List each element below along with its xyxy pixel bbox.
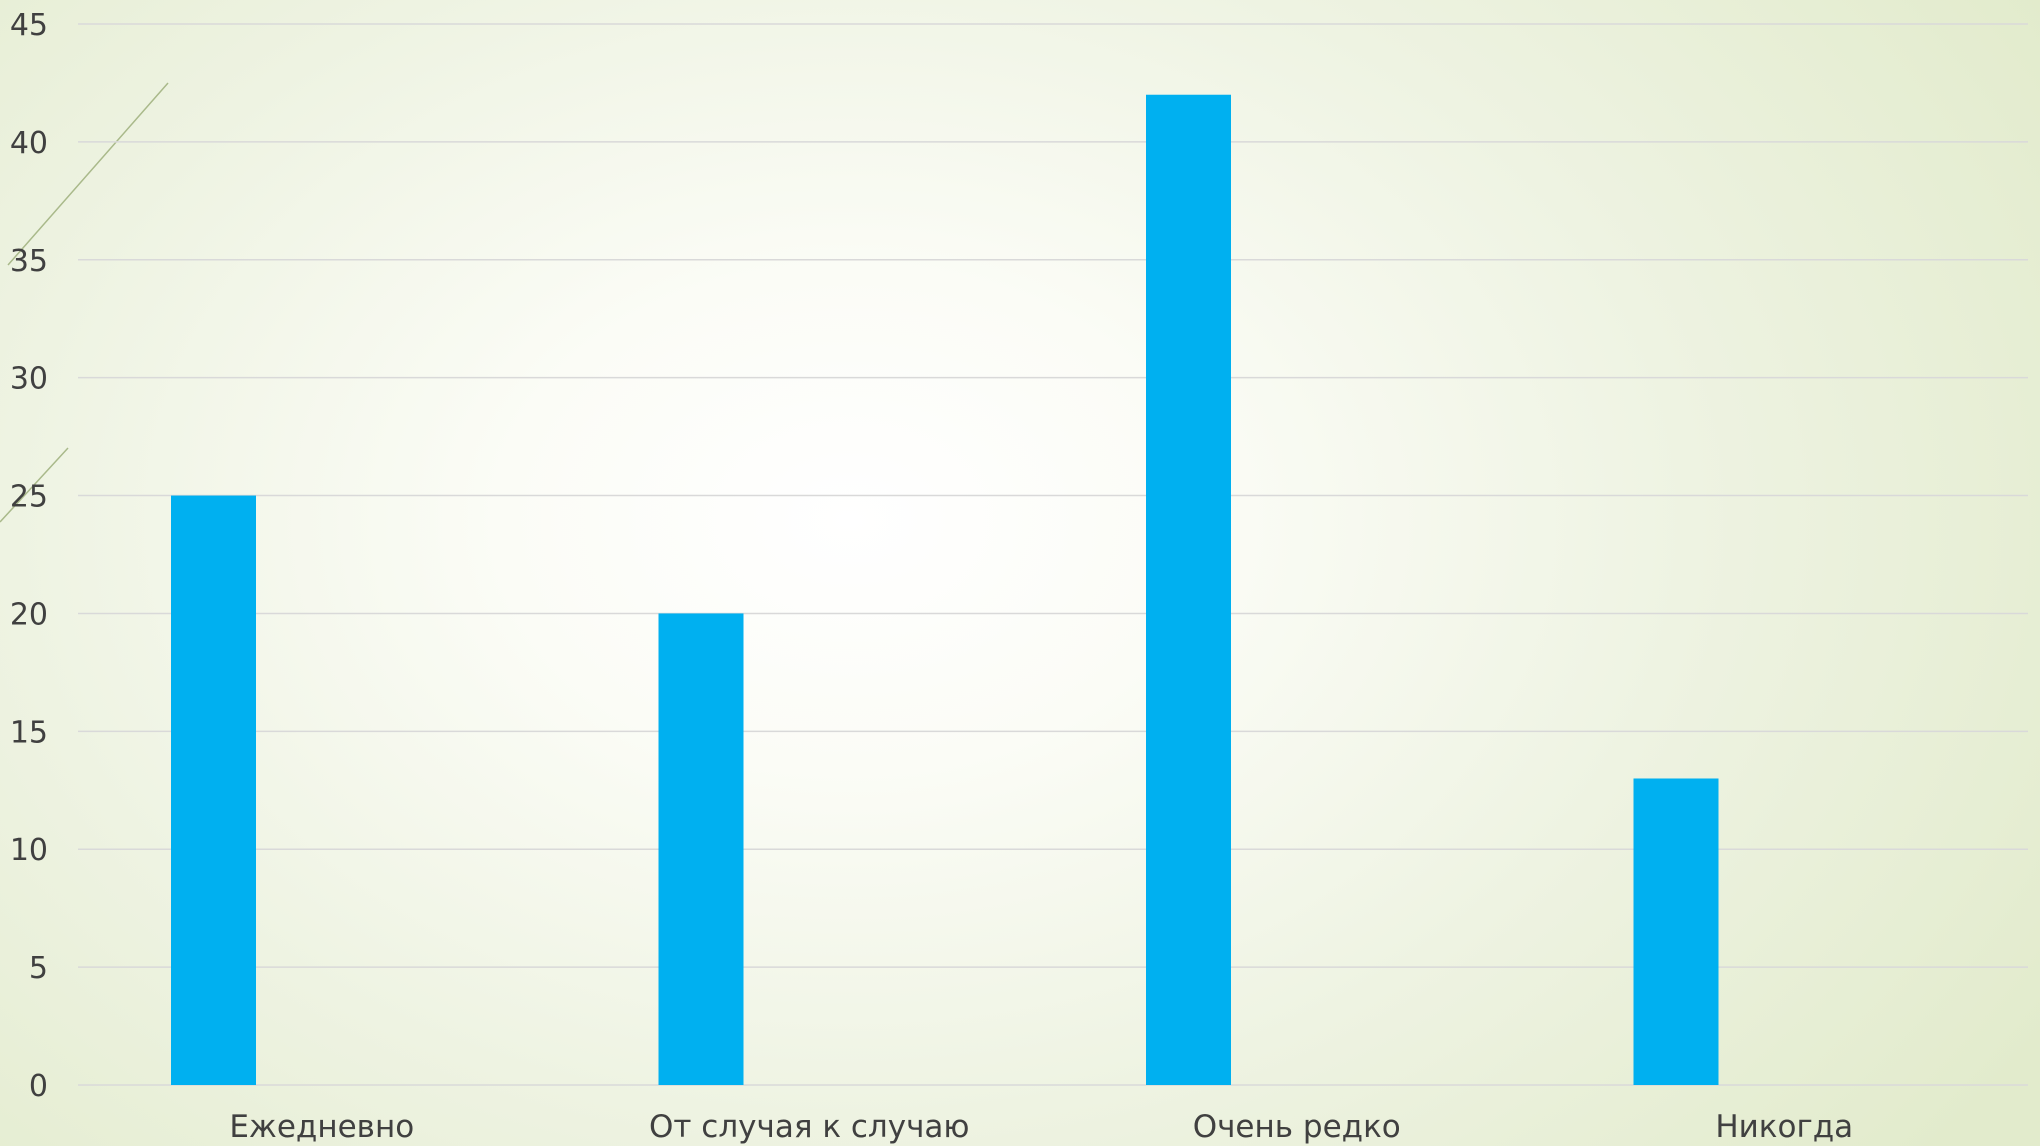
bar — [1633, 778, 1719, 1085]
y-tick-label: 25 — [10, 480, 48, 515]
y-tick-label: 20 — [10, 597, 48, 632]
decor-line — [0, 447, 69, 523]
decorative-lines — [0, 82, 169, 523]
x-category-label: От случая к случаю — [649, 1109, 970, 1145]
y-tick-label: 5 — [29, 951, 48, 986]
decor-line — [7, 82, 169, 266]
y-axis-tick-labels: 0 5 10 15 20 25 30 35 40 45 — [10, 8, 48, 1104]
x-category-label: Ежедневно — [229, 1109, 414, 1145]
y-tick-label: 10 — [10, 833, 48, 868]
y-tick-label: 30 — [10, 362, 48, 397]
bar — [171, 495, 256, 1085]
y-tick-label: 15 — [10, 715, 48, 750]
x-axis-category-labels: Ежедневно От случая к случаю Очень редко Ни… — [229, 1109, 1853, 1145]
y-tick-label: 0 — [29, 1069, 48, 1104]
x-category-label: Никогда — [1715, 1109, 1853, 1145]
y-tick-label: 40 — [10, 126, 48, 161]
bar — [658, 613, 744, 1085]
bar — [1146, 94, 1231, 1085]
bars — [171, 94, 1719, 1085]
gridlines — [78, 23, 2028, 1086]
y-tick-label: 35 — [10, 244, 48, 279]
y-tick-label: 45 — [10, 8, 48, 43]
x-category-label: Очень редко — [1193, 1109, 1401, 1145]
